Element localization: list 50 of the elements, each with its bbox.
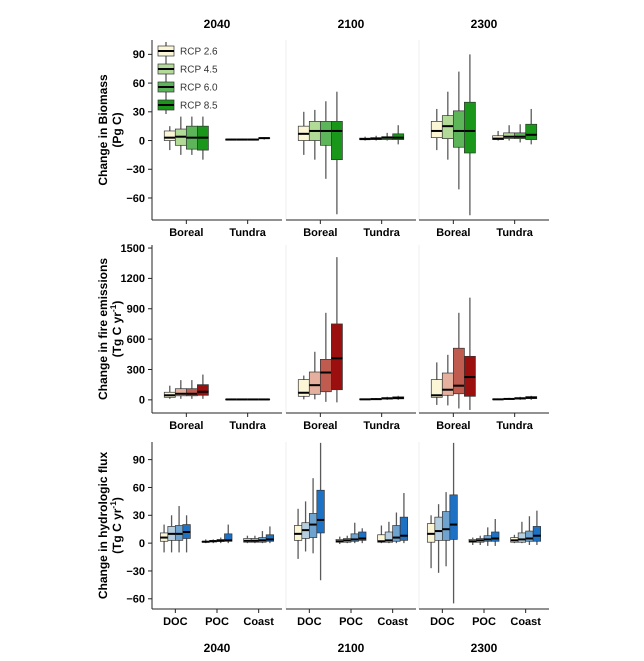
x-tick-label: Boreal — [436, 420, 470, 432]
chart-title: 2100 — [338, 17, 365, 31]
x-tick-label: Tundra — [229, 227, 267, 239]
y-tick-label: 300 — [126, 364, 145, 376]
chart-title: 2040 — [204, 17, 231, 31]
x-tick-label: DOC — [163, 616, 188, 628]
x-tick-label: Tundra — [496, 420, 534, 432]
legend-label: RCP 6.0 — [180, 82, 218, 94]
y-tick-label: 1200 — [120, 273, 145, 286]
y-axis-title: Change in Biomass (Pg C) — [96, 74, 124, 186]
y-tick-label: 60 — [132, 78, 145, 90]
x-tick-label: Coast — [377, 616, 408, 628]
y-tick-label: 0 — [138, 135, 145, 148]
x-tick-label: Boreal — [436, 227, 470, 239]
y-tick-label: 600 — [126, 334, 145, 346]
y-tick-label: −30 — [126, 566, 145, 578]
y-tick-label: 30 — [132, 106, 145, 119]
x-tick-label: Boreal — [303, 420, 338, 432]
chart-title: 2300 — [470, 17, 498, 31]
x-axis-title: 2040 — [204, 641, 231, 655]
y-tick-label: 900 — [126, 304, 145, 316]
x-tick-label: Tundra — [496, 227, 534, 239]
x-tick-label: DOC — [297, 616, 322, 628]
y-tick-label: 0 — [138, 538, 145, 550]
y-tick-label: 90 — [132, 454, 145, 466]
x-tick-label: DOC — [430, 616, 455, 628]
x-axis-title: 2100 — [338, 641, 365, 655]
x-tick-label: Tundra — [363, 420, 401, 432]
x-tick-label: Boreal — [169, 227, 204, 239]
legend-label: RCP 4.5 — [180, 64, 218, 76]
y-tick-label: −30 — [126, 164, 145, 176]
x-axis-title: 2300 — [470, 641, 498, 655]
y-tick-label: 1500 — [120, 242, 145, 255]
x-tick-label: Boreal — [169, 420, 204, 432]
y-tick-label: −60 — [126, 594, 145, 606]
x-tick-label: POC — [205, 616, 229, 628]
x-tick-label: Coast — [243, 616, 274, 628]
x-tick-label: Boreal — [303, 227, 338, 239]
x-tick-label: POC — [339, 616, 363, 628]
legend-label: RCP 2.6 — [180, 46, 218, 58]
y-tick-label: 60 — [132, 482, 145, 494]
legend-label: RCP 8.5 — [180, 100, 218, 112]
x-tick-label: Tundra — [363, 227, 401, 239]
y-tick-label: 30 — [132, 510, 145, 522]
x-tick-label: Coast — [510, 616, 542, 628]
x-tick-label: POC — [472, 616, 496, 628]
y-tick-label: 90 — [132, 49, 145, 62]
y-tick-label: 0 — [138, 394, 145, 407]
x-tick-label: Tundra — [229, 420, 267, 432]
y-tick-label: −60 — [126, 192, 145, 205]
